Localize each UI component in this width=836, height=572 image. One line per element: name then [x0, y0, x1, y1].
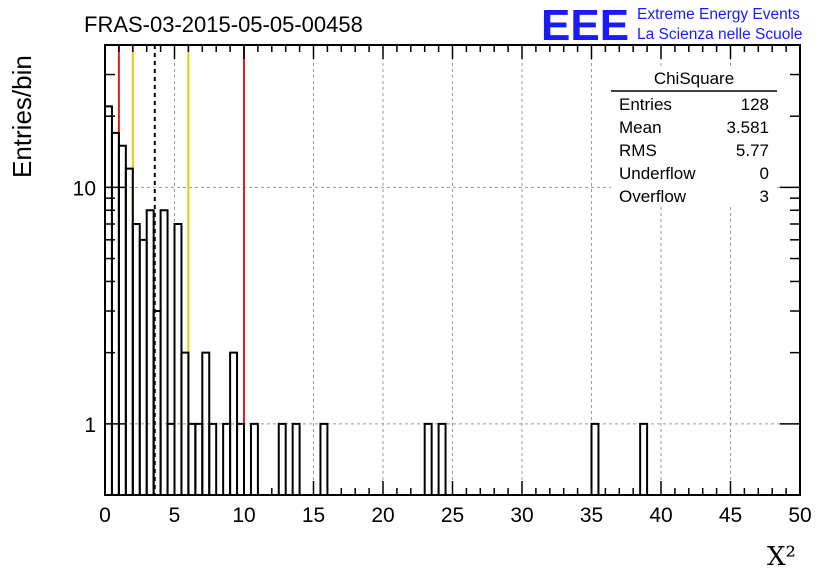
chart-title: FRAS-03-2015-05-05-00458 — [84, 12, 363, 37]
histogram-bar — [249, 422, 259, 495]
histogram-bar — [152, 310, 162, 495]
histogram-bar — [277, 422, 287, 495]
stats-row-value: 3 — [760, 187, 769, 206]
histogram-bar — [639, 422, 649, 495]
histogram-bar — [291, 422, 301, 495]
x-tick-label: 40 — [649, 504, 672, 527]
stats-row-label: RMS — [619, 141, 657, 160]
histogram-bars — [104, 105, 649, 495]
stats-box: ChiSquare Entries 128 Mean 3.581 RMS 5.77 Unde… — [611, 66, 777, 206]
logo-mark: EEE — [541, 1, 629, 50]
histogram-bar — [159, 209, 169, 495]
x-tick-label: 0 — [99, 504, 111, 527]
stats-rows: Entries 128 Mean 3.581 RMS 5.77 Underflow 0 Over… — [619, 95, 769, 206]
stats-row-label: Entries — [619, 95, 672, 114]
stats-row-value: 128 — [741, 95, 769, 114]
stats-row-label: Mean — [619, 118, 662, 137]
y-axis-label: Entries/bin — [7, 55, 37, 178]
histogram-bar — [590, 422, 600, 495]
x-tick-label: 25 — [441, 504, 464, 527]
histogram-bar — [194, 422, 204, 495]
x-tick-label: 5 — [169, 504, 181, 527]
histogram-bar — [319, 422, 329, 495]
histogram-bar — [187, 422, 197, 495]
eee-logo: EEE Extreme Energy Events La Scienza nel… — [541, 1, 802, 50]
x-tick-label: 35 — [580, 504, 603, 527]
logo-line-2: La Scienza nelle Scuole — [637, 26, 802, 43]
histogram-bar — [222, 422, 232, 495]
stats-row-value: 3.581 — [726, 118, 769, 137]
y-tick-label: 1 — [84, 414, 96, 437]
stats-row-label: Underflow — [619, 164, 696, 183]
stats-row-value: 0 — [760, 164, 769, 183]
histogram-bar — [145, 209, 155, 495]
histogram-bar — [423, 422, 433, 495]
x-tick-label: 10 — [232, 504, 255, 527]
histogram-bar — [208, 422, 218, 495]
axis-ticks — [104, 45, 801, 495]
x-tick-label: 20 — [371, 504, 394, 527]
logo-line-1: Extreme Energy Events — [637, 6, 800, 23]
histogram-bar — [173, 222, 183, 495]
histogram-bar — [236, 422, 245, 495]
x-tick-label: 50 — [788, 504, 811, 527]
y-tick-label: 10 — [73, 177, 96, 200]
histogram-bar — [117, 144, 127, 495]
stats-row-value: 5.77 — [736, 141, 769, 160]
histogram-bar — [166, 422, 176, 495]
stats-name: ChiSquare — [654, 69, 734, 88]
x-tick-label: 45 — [719, 504, 742, 527]
stats-box-bg — [611, 66, 777, 206]
x-tick-label: 30 — [510, 504, 533, 527]
histogram-bar — [124, 167, 134, 495]
x-axis-label: X² — [767, 542, 796, 572]
y-tick-labels: 1 10 — [73, 177, 96, 436]
histogram-bar — [104, 105, 113, 495]
histogram-bar — [138, 238, 148, 495]
histogram-bar — [131, 222, 141, 495]
histogram-bar — [437, 422, 447, 495]
stats-row-label: Overflow — [619, 187, 687, 206]
x-tick-labels: 0 5 10 15 20 25 30 35 40 45 50 — [99, 504, 812, 527]
x-tick-label: 15 — [302, 504, 325, 527]
